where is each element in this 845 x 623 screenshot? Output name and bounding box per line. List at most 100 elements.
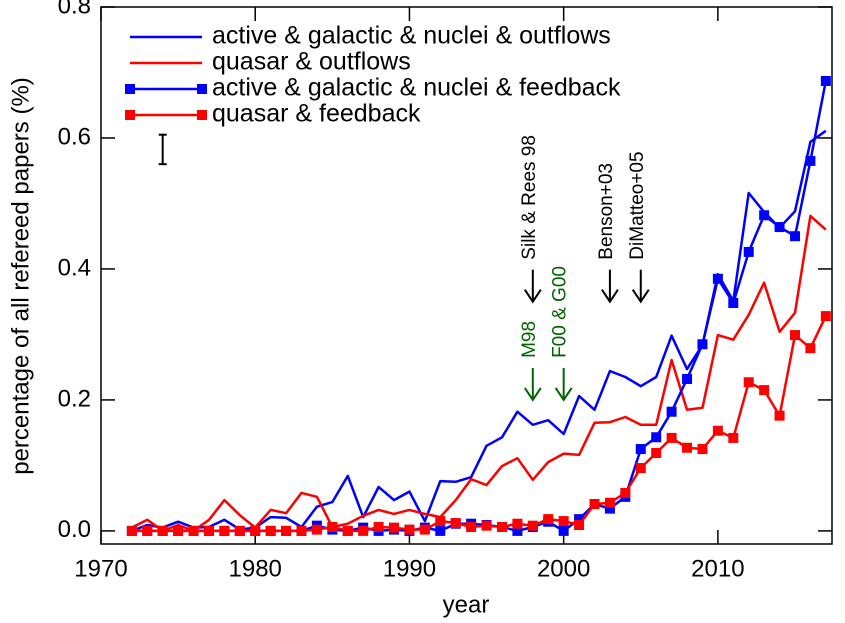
marker (466, 521, 477, 532)
marker (774, 222, 785, 233)
marker (481, 520, 492, 531)
x-tick-label: 2010 (691, 555, 744, 582)
marker (188, 525, 199, 536)
marker (203, 525, 214, 536)
marker (558, 525, 569, 536)
x-tick-label: 1990 (383, 555, 436, 582)
marker (574, 520, 585, 531)
marker (281, 525, 292, 536)
marker (820, 76, 831, 87)
legend-marker (197, 110, 207, 120)
y-tick-label: 0.4 (58, 254, 91, 281)
plot-frame (100, 6, 833, 545)
legend-label: active & galactic & nuclei & outflows (212, 22, 611, 50)
legend-label: quasar & outflows (212, 48, 411, 76)
marker (620, 487, 631, 498)
marker (789, 330, 800, 341)
marker (697, 339, 708, 350)
annotation-arrowhead (631, 289, 650, 304)
marker (512, 518, 523, 529)
marker (574, 514, 585, 525)
legend-label: active & galactic & nuclei & feedback (212, 74, 621, 102)
marker (743, 246, 754, 257)
marker (743, 377, 754, 388)
marker (219, 525, 230, 536)
marker (234, 525, 245, 536)
marker (666, 406, 677, 417)
marker (759, 385, 770, 396)
marker (404, 524, 415, 535)
annotation-text: F00 & G00 (550, 266, 571, 358)
marker (728, 432, 739, 443)
marker (697, 444, 708, 455)
annotation-arrowhead (523, 289, 542, 304)
marker (512, 525, 523, 536)
annotation-text: Silk & Rees 98 (519, 135, 540, 260)
marker (712, 273, 723, 284)
marker (682, 373, 693, 384)
annotation-arrowhead (523, 387, 542, 402)
marker (327, 521, 338, 532)
x-tick-label: 1970 (74, 555, 127, 582)
marker (604, 503, 615, 514)
annotation: Benson+03 (596, 163, 619, 304)
marker (527, 520, 538, 531)
y-tick-label: 0.2 (58, 385, 91, 412)
marker (728, 298, 739, 309)
marker (712, 425, 723, 436)
marker (435, 525, 446, 536)
marker (774, 410, 785, 421)
x-axis-title: year (443, 591, 490, 618)
marker (635, 444, 646, 455)
marker (682, 442, 693, 453)
marker (543, 514, 554, 525)
x-tick-label: 1980 (229, 555, 282, 582)
marker (419, 524, 430, 535)
marker (666, 432, 677, 443)
marker (558, 516, 569, 527)
y-tick-label: 0.8 (58, 0, 91, 19)
annotation: M98 (519, 321, 542, 402)
x-tick-label: 2000 (537, 555, 590, 582)
annotation: Silk & Rees 98 (519, 135, 542, 304)
marker (450, 518, 461, 529)
series-line (131, 214, 827, 533)
marker (389, 522, 400, 533)
annotation-text: DiMatteo+05 (627, 151, 648, 259)
marker (296, 525, 307, 536)
marker (589, 499, 600, 510)
marker (820, 311, 831, 322)
marker (373, 521, 384, 532)
marker (142, 525, 153, 536)
marker (358, 525, 369, 536)
marker (805, 155, 816, 166)
y-tick-label: 0.6 (58, 123, 91, 150)
legend-label: quasar & feedback (212, 100, 421, 128)
annotation-text: M98 (519, 321, 540, 358)
y-tick-label: 0.0 (58, 516, 91, 543)
series-line (131, 315, 827, 533)
marker (435, 516, 446, 527)
annotation: DiMatteo+05 (627, 151, 650, 304)
annotation: F00 & G00 (550, 266, 573, 402)
legend-marker (197, 84, 207, 94)
marker (604, 497, 615, 508)
marker (342, 525, 353, 536)
marker (651, 447, 662, 458)
marker (157, 525, 168, 536)
legend-marker (125, 84, 135, 94)
marker (805, 343, 816, 354)
annotation-arrowhead (554, 387, 573, 402)
annotation-text: Benson+03 (596, 163, 617, 260)
marker (173, 525, 184, 536)
marker (651, 432, 662, 443)
marker (126, 525, 137, 536)
marker (311, 524, 322, 535)
marker (789, 231, 800, 242)
series-line (131, 129, 827, 533)
annotation-arrowhead (601, 289, 619, 304)
y-axis-title: percentage of all refereed papers (%) (7, 77, 34, 475)
marker (250, 525, 261, 536)
marker (496, 521, 507, 532)
